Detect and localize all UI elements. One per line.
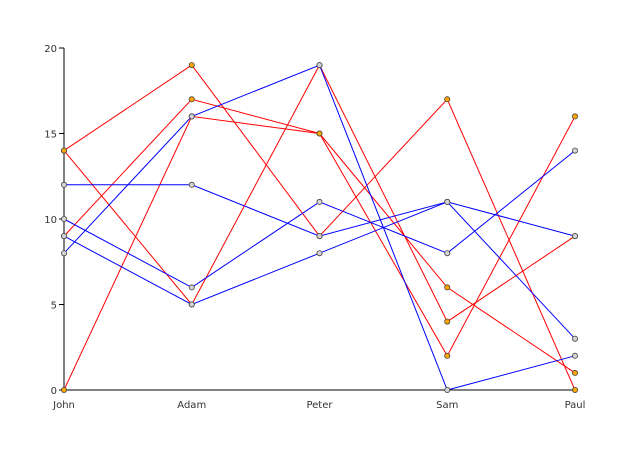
data-point <box>61 386 68 393</box>
y-tick-label: 15 <box>44 130 57 141</box>
data-point <box>316 130 323 137</box>
data-point <box>572 233 579 240</box>
series-line <box>63 64 576 323</box>
data-point <box>316 233 323 240</box>
series-line <box>63 64 576 391</box>
data-point <box>61 233 68 240</box>
data-point <box>61 181 68 188</box>
data-point <box>316 250 323 257</box>
data-point <box>572 335 579 342</box>
data-point <box>188 181 195 188</box>
y-tick-label: 5 <box>51 301 57 312</box>
data-point <box>61 147 68 154</box>
data-point <box>188 284 195 291</box>
series-line <box>63 64 576 391</box>
data-point <box>572 113 579 120</box>
data-point <box>572 386 579 393</box>
data-point <box>444 284 451 291</box>
data-point <box>61 215 68 222</box>
y-tick-label: 20 <box>44 44 57 55</box>
data-point <box>572 352 579 359</box>
data-point <box>444 318 451 325</box>
axes: 0 5 10 15 20 John Adam Peter Sam Paul <box>44 44 585 411</box>
series-lines <box>63 64 576 391</box>
x-tick-label: Adam <box>177 400 206 411</box>
data-point <box>316 62 323 69</box>
y-tick-label: 0 <box>51 386 57 397</box>
data-point <box>444 352 451 359</box>
data-point <box>444 386 451 393</box>
x-tick-label: Paul <box>565 400 586 411</box>
data-point <box>188 62 195 69</box>
data-point <box>61 250 68 257</box>
series-points <box>61 62 579 393</box>
data-point <box>444 250 451 257</box>
data-point <box>188 96 195 103</box>
data-point <box>444 198 451 205</box>
data-point <box>572 147 579 154</box>
x-tick-label: John <box>52 400 75 411</box>
series-line <box>64 184 576 340</box>
data-point <box>188 301 195 308</box>
x-tick-label: Peter <box>306 400 333 411</box>
y-tick-label: 10 <box>44 215 57 226</box>
data-point <box>188 113 195 120</box>
data-point <box>316 198 323 205</box>
data-point <box>444 96 451 103</box>
x-tick-label: Sam <box>436 400 458 411</box>
data-point <box>572 369 579 376</box>
